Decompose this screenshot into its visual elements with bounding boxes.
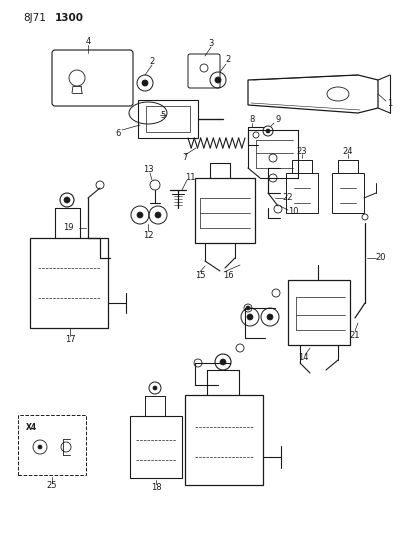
Text: 8J71: 8J71 — [23, 13, 46, 23]
Text: 18: 18 — [151, 482, 161, 491]
Text: 24: 24 — [343, 147, 353, 156]
Text: 9: 9 — [275, 116, 281, 125]
Text: 19: 19 — [63, 223, 73, 232]
Text: 8: 8 — [249, 116, 255, 125]
Circle shape — [142, 80, 148, 86]
Text: 14: 14 — [298, 353, 308, 362]
Text: 6: 6 — [115, 128, 121, 138]
Circle shape — [220, 359, 226, 365]
Text: 16: 16 — [223, 271, 233, 279]
Bar — [332, 173, 364, 213]
Circle shape — [64, 197, 70, 203]
Text: 3: 3 — [208, 38, 214, 47]
Text: 2: 2 — [225, 55, 231, 64]
Bar — [138, 100, 198, 138]
Circle shape — [215, 77, 221, 83]
Text: 5: 5 — [160, 110, 166, 119]
Circle shape — [247, 314, 253, 320]
Bar — [18, 415, 86, 475]
Text: 10: 10 — [288, 206, 298, 215]
Text: 11: 11 — [185, 174, 195, 182]
Circle shape — [246, 306, 250, 310]
Bar — [185, 395, 263, 485]
Bar — [146, 106, 190, 132]
Text: 21: 21 — [350, 330, 360, 340]
Bar — [286, 173, 318, 213]
Text: 4: 4 — [85, 36, 91, 45]
Text: 7: 7 — [182, 154, 188, 163]
Text: X4: X4 — [26, 423, 37, 432]
Text: 1: 1 — [387, 99, 393, 108]
Text: 2: 2 — [150, 56, 155, 66]
Bar — [288, 280, 350, 345]
Text: 12: 12 — [143, 230, 153, 239]
Circle shape — [155, 212, 161, 218]
Bar — [30, 238, 108, 328]
Text: 13: 13 — [143, 166, 153, 174]
Text: 25: 25 — [47, 481, 57, 490]
Text: 15: 15 — [195, 271, 205, 279]
Text: 22: 22 — [283, 192, 293, 201]
Text: 23: 23 — [297, 147, 307, 156]
Circle shape — [267, 314, 273, 320]
Text: 1300: 1300 — [55, 13, 84, 23]
Bar — [195, 178, 255, 243]
Circle shape — [153, 386, 157, 390]
Text: 20: 20 — [376, 254, 386, 262]
Bar — [130, 416, 182, 478]
Circle shape — [266, 129, 270, 133]
Circle shape — [38, 445, 42, 449]
Circle shape — [137, 212, 143, 218]
Text: 17: 17 — [65, 335, 75, 343]
